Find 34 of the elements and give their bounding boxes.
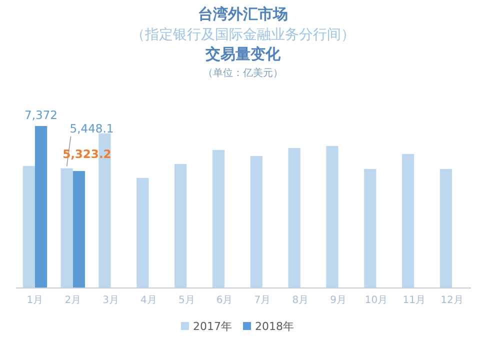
chart-subtitle: （指定银行及国际金融业务分行间） [131,27,355,43]
x-tick-label: 6月 [216,295,233,306]
bar [60,168,73,288]
bar [250,156,262,288]
bar [72,171,86,288]
bar [288,148,300,288]
x-tick-label: 8月 [292,295,309,306]
x-tick-label: 12月 [440,295,464,306]
data-label: 7,372 [24,108,58,122]
bar [212,150,225,288]
x-tick-label: 10月 [364,295,388,306]
x-tick-label: 3月 [102,295,119,306]
x-tick-label: 2月 [64,295,82,306]
x-tick-label: 1月 [26,295,44,306]
text: 交易量变化 [204,45,282,63]
bar [174,164,187,288]
bar [34,126,48,288]
x-tick-label: 4月 [140,295,157,306]
bar [364,168,376,288]
data-label: 5,323.2 [62,147,112,162]
x-tick-label: 11月 [402,295,426,306]
text: （单位：亿美元） [203,67,283,79]
chart-title: 台湾外汇市场 [198,5,288,23]
legend-label: 2017年 [193,320,232,333]
bar [326,146,338,288]
bar [136,178,149,288]
bar [440,168,452,288]
x-tick-label: 7月 [254,295,271,306]
legend-label: 2018年 [255,320,294,333]
x-tick-label: 9月 [330,295,346,306]
x-tick-label: 5月 [178,295,195,306]
data-label: 5,448.1 [70,121,114,136]
bar [22,166,35,288]
bar [402,154,414,288]
